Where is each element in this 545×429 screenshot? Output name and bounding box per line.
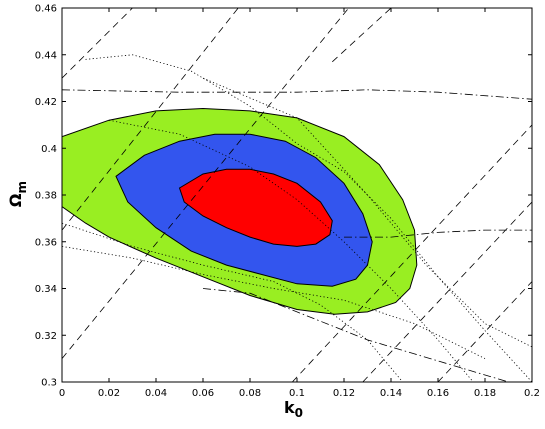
contour-line-dashdot-13 <box>202 288 509 382</box>
x-tick-label: 0.02 <box>98 388 120 399</box>
y-axis-title-main: Ω <box>6 193 25 207</box>
contour-line-dashed-3 <box>292 124 532 382</box>
contour-line-dotted-10 <box>202 77 532 348</box>
y-tick-label: 0.38 <box>35 191 57 202</box>
confidence-regions <box>62 107 418 315</box>
y-tick-label: 0.36 <box>35 237 57 248</box>
contour-line-dotted-7 <box>85 54 532 382</box>
y-tick-label: 0.34 <box>35 284 57 295</box>
contour-line-dashdot-14 <box>344 229 532 238</box>
x-axis-title-main: k <box>284 398 295 417</box>
y-tick-label: 0.4 <box>41 144 57 155</box>
contour-line-dotted-8 <box>108 119 474 382</box>
y-tick-label: 0.44 <box>35 50 57 61</box>
y-tick-label: 0.32 <box>35 331 57 342</box>
contour-line-dashed-0 <box>62 8 134 79</box>
x-tick-label: 0.2 <box>524 388 540 399</box>
contour-line-dashed-6 <box>332 8 392 63</box>
x-tick-label: 0.14 <box>380 388 402 399</box>
y-tick-label: 0.46 <box>35 4 57 15</box>
y-tick-label: 0.42 <box>35 97 57 108</box>
x-axis: 0 0.02 0.04 0.06 0.08 0.1 0.12 0.14 0.16 0.18 0.2 <box>59 8 540 399</box>
contour-lines <box>62 8 532 382</box>
y-tick-label: 0.3 <box>41 378 57 389</box>
x-tick-label: 0.12 <box>333 388 355 399</box>
x-tick-label: 0.04 <box>145 388 167 399</box>
contour-line-dashdot-12 <box>62 89 532 100</box>
y-axis: 0.3 0.32 0.34 0.36 0.38 0.4 0.42 0.44 0.46 <box>35 4 532 389</box>
x-tick-label: 0.18 <box>474 388 496 399</box>
x-tick-label: 0 <box>59 388 65 399</box>
x-axis-title-subscript: 0 <box>295 406 303 420</box>
x-tick-label: 0.06 <box>192 388 214 399</box>
x-tick-label: 0.1 <box>289 388 305 399</box>
y-axis-title-subscript: m <box>15 181 29 194</box>
contour-line-dashed-5 <box>437 281 532 382</box>
x-tick-label: 0.16 <box>427 388 449 399</box>
x-tick-label: 0.08 <box>239 388 261 399</box>
y-axis-title: Ωm <box>6 181 29 207</box>
contour-line-dashed-2 <box>62 8 350 359</box>
contour-line-dashed-4 <box>362 201 532 382</box>
confidence-region-inner <box>178 168 333 247</box>
x-axis-title: k0 <box>284 398 303 420</box>
